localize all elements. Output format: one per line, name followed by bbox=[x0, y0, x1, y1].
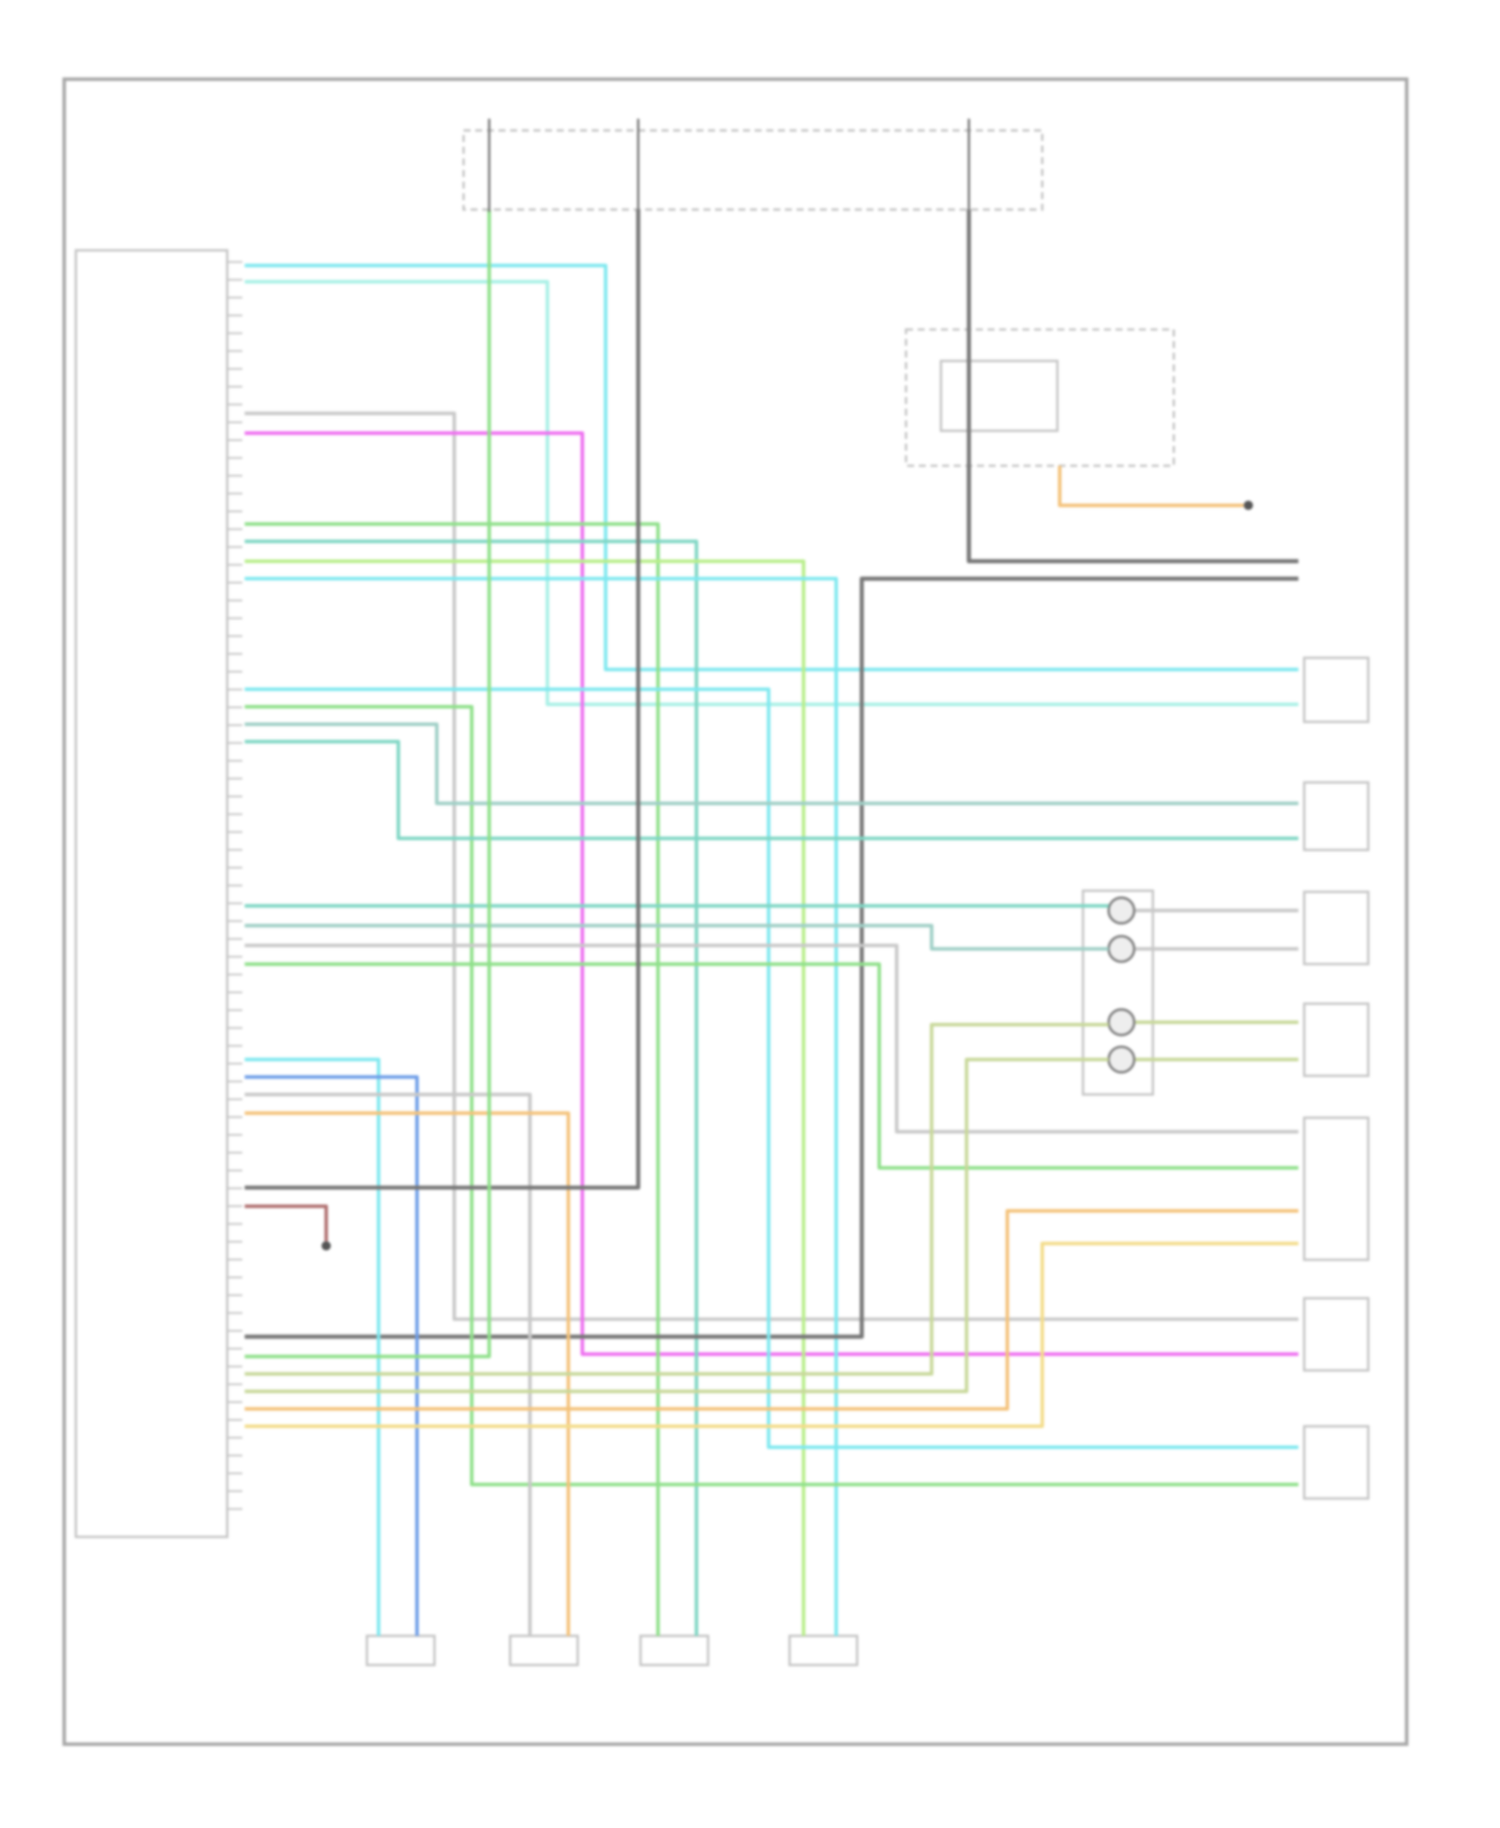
connectors bbox=[488, 118, 971, 212]
ground-icon bbox=[1243, 500, 1253, 510]
connector bbox=[1303, 1002, 1370, 1078]
clock-spring-contact bbox=[1107, 896, 1136, 925]
wire-green bbox=[244, 522, 660, 1636]
sensor bbox=[508, 1634, 579, 1667]
connector bbox=[1303, 1116, 1370, 1261]
wire-cyan bbox=[244, 687, 1299, 1450]
wire-orange bbox=[1057, 465, 1244, 508]
wire-olive bbox=[244, 1057, 1109, 1394]
sensor-module-inner bbox=[939, 359, 1059, 432]
wire-orange bbox=[244, 1111, 571, 1636]
wire-gray-teal bbox=[244, 722, 1299, 806]
clock-spring-contact bbox=[1107, 1008, 1136, 1037]
wire-green bbox=[244, 209, 491, 1359]
wire-cyan bbox=[244, 1057, 381, 1636]
clock-spring bbox=[1081, 889, 1155, 1096]
connector bbox=[1303, 1425, 1370, 1500]
wire-orange bbox=[244, 1209, 1299, 1411]
wire-magenta bbox=[244, 431, 1299, 1356]
connector bbox=[1303, 1297, 1370, 1372]
wire-cyan bbox=[244, 576, 838, 1636]
connector bbox=[1303, 890, 1370, 966]
wire-teal bbox=[244, 739, 1299, 841]
sensor bbox=[365, 1634, 436, 1667]
sensor bbox=[788, 1634, 859, 1667]
wire-dark-red bbox=[244, 1204, 328, 1242]
wire-olive bbox=[244, 1022, 1109, 1376]
wire-dark-gray bbox=[244, 209, 641, 1190]
wire-cyan bbox=[244, 263, 1299, 672]
wires bbox=[244, 209, 1299, 1636]
sensor bbox=[639, 1634, 710, 1667]
connector bbox=[1303, 781, 1370, 852]
wire-dark-gray bbox=[244, 576, 1299, 1339]
wire-yellow bbox=[244, 1241, 1299, 1429]
ground-icon bbox=[321, 1241, 331, 1251]
fuse-box bbox=[462, 129, 1044, 211]
components bbox=[74, 129, 1370, 1667]
connector bbox=[1303, 656, 1370, 724]
sensor-module bbox=[904, 328, 1175, 467]
wire-gray bbox=[244, 1092, 532, 1636]
wire-gray bbox=[244, 411, 1299, 1321]
wire-light-cyan bbox=[244, 280, 1299, 707]
clock-spring-contact bbox=[1107, 934, 1136, 963]
diagram-frame bbox=[62, 77, 1409, 1746]
wire-teal bbox=[244, 539, 699, 1636]
wire-blue bbox=[244, 1075, 419, 1636]
wire-gray-teal bbox=[244, 923, 1109, 951]
wire-green bbox=[244, 962, 1299, 1170]
control-module bbox=[74, 249, 229, 1539]
wire-lime bbox=[244, 559, 806, 1636]
wire-gray bbox=[244, 943, 1299, 1134]
clock-spring-contact bbox=[1107, 1045, 1136, 1074]
